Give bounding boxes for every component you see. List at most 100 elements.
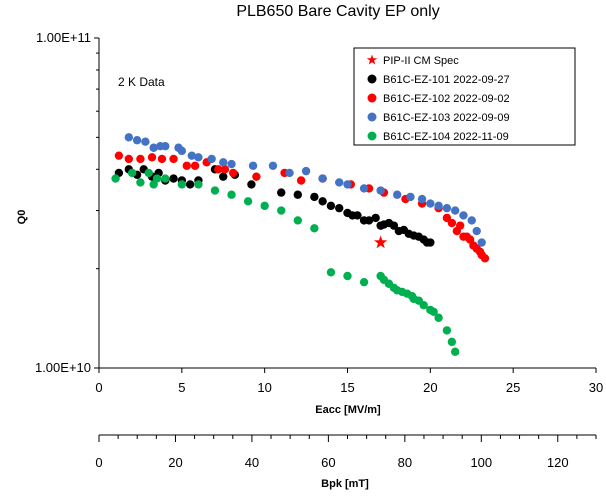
data-point-series-4 [293,216,302,225]
data-point-series-4 [343,271,352,281]
data-point-series-3 [318,174,327,183]
data-point-series-3 [406,192,415,202]
data-point-series-1 [318,197,327,206]
bpk-tick-label: 40 [245,455,259,470]
data-point-series-4 [177,180,187,189]
data-point-series-3 [467,216,476,225]
data-point-series-4 [144,168,153,178]
data-point-series-4 [227,190,236,199]
x-tick-label: 5 [178,380,185,395]
data-point-series-3 [450,206,460,215]
y-tick-label: 1.00E+10 [35,360,91,375]
x-tick-label: 25 [506,380,520,395]
bpk-tick-label: 80 [398,455,412,470]
legend-label: B61C-EZ-104 2022-11-09 [383,131,509,143]
data-point-series-3 [426,199,435,208]
data-point-series-4 [326,268,336,277]
data-point-series-1 [353,211,362,220]
legend-label: B61C-EZ-102 2022-09-02 [383,93,510,105]
secondary-axis: 0 20 40 60 80 100 120 [95,434,597,470]
data-point-series-3 [359,184,369,193]
data-point-series-2 [214,165,223,174]
data-point-series-3 [393,190,402,199]
data-point-series-3 [149,143,158,152]
data-point-series-3 [343,180,352,189]
data-point-series-1 [247,180,256,189]
data-point-series-4 [450,347,460,356]
data-point-series-2 [455,221,465,230]
data-point-series-4 [210,186,220,195]
data-point-series-1 [371,213,380,223]
x-tick-label: 30 [589,380,603,395]
data-point-series-3 [335,178,344,187]
data-points [111,133,490,356]
data-point-series-3 [219,158,228,167]
data-point-series-1 [277,188,286,197]
data-point-series-2 [480,254,490,263]
secondary-axis-title: Bpk [mT] [321,478,369,490]
data-point-series-2 [228,168,238,178]
data-point-series-4 [442,326,452,335]
y-axis-title: Q0 [16,210,28,225]
data-point-series-2 [147,153,157,162]
x-tick-label: 20 [423,380,437,395]
data-point-series-3 [141,137,150,146]
data-point-series-2 [136,154,145,164]
data-point-series-2 [220,165,230,174]
data-point-series-4 [127,168,137,178]
legend-label: B61C-EZ-103 2022-09-09 [383,112,510,124]
legend-box [353,47,576,146]
data-point-series-1 [185,180,195,189]
bpk-tick-label: 120 [547,455,569,470]
data-point-series-4 [419,300,428,310]
data-point-series-1 [219,172,228,181]
legend-marker [367,112,377,122]
data-point-series-3 [301,166,311,176]
data-point-series-1 [364,216,374,225]
x-axis: 0 5 10 15 20 25 30 [95,368,603,395]
data-point-series-3 [194,153,203,162]
data-point-series-4 [429,307,438,317]
data-point-series-1 [169,174,178,183]
legend-marker [367,74,377,84]
data-point-series-2 [114,151,124,160]
data-point-series-4 [277,206,286,215]
data-point-series-4 [136,178,145,187]
data-point-series-2 [182,161,192,170]
y-tick-label: 1.00E+11 [36,30,91,45]
data-point-series-2 [169,154,178,164]
data-point-series-3 [207,154,216,164]
data-point-series-4 [111,174,120,183]
chart-title: PLB650 Bare Cavity EP only [236,3,439,20]
spec-star-point [373,235,388,249]
data-point-series-3 [434,201,443,211]
data-point-series-4 [359,277,369,287]
bpk-tick-label: 100 [470,455,492,470]
data-point-series-4 [310,224,319,233]
data-point-series-2 [124,154,134,164]
data-point-series-4 [434,313,443,322]
data-point-series-4 [260,201,269,211]
data-point-series-4 [152,174,162,183]
data-point-series-3 [459,211,468,220]
data-point-series-3 [268,161,278,170]
data-point-series-3 [285,168,294,178]
legend-marker [367,131,377,141]
data-point-series-2 [252,172,261,181]
bpk-tick-label: 20 [168,455,182,470]
data-point-series-4 [161,174,170,183]
data-point-series-1 [335,203,344,213]
data-point-series-4 [194,180,203,189]
data-point-series-4 [243,197,253,206]
data-point-series-3 [472,226,481,236]
data-point-series-2 [190,161,200,170]
data-point-series-3 [442,203,452,213]
data-point-series-2 [296,176,306,185]
data-point-series-3 [227,159,236,169]
data-point-series-3 [177,146,187,156]
x-tick-label: 15 [340,380,354,395]
legend: PIP-II CM Spec B61C-EZ-101 2022-09-27 B61C… [353,47,576,146]
data-point-series-3 [376,186,385,195]
data-point-series-1 [389,221,399,230]
